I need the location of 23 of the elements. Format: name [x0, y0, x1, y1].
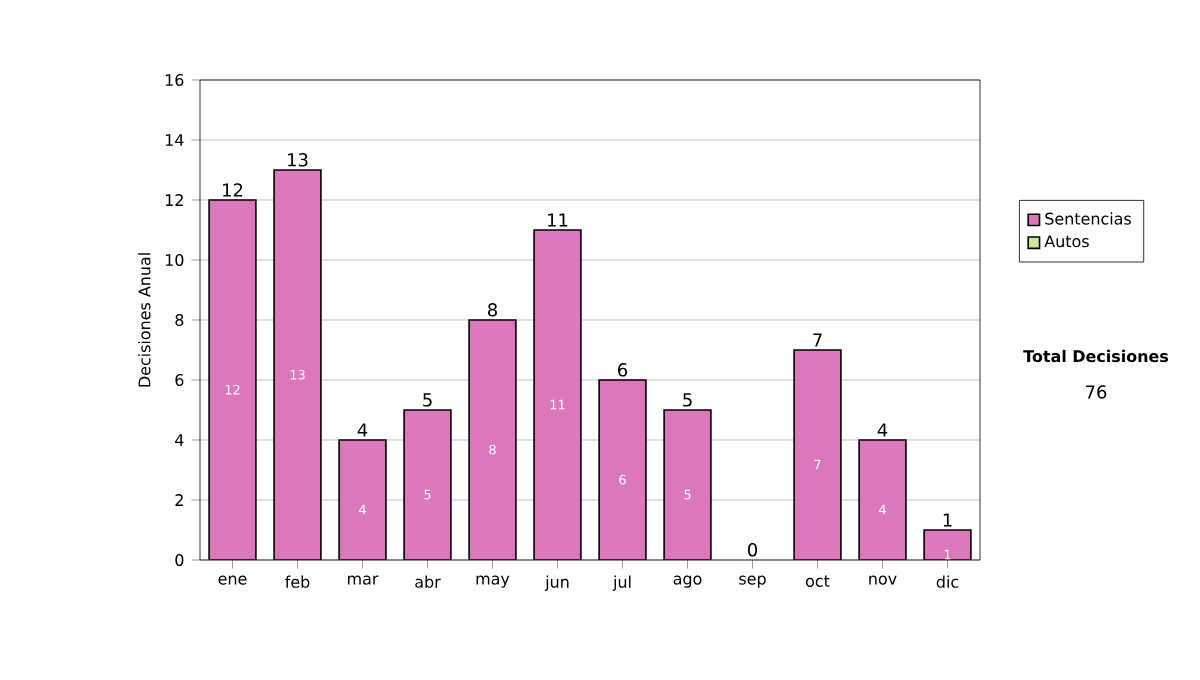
total-label: 6 — [618, 363, 628, 377]
total-label: 1 — [943, 513, 952, 527]
total-label: 7 — [813, 333, 822, 347]
total-label: 0 — [747, 543, 758, 557]
total-label: 13 — [288, 153, 308, 167]
bar — [339, 440, 386, 560]
total-label: 12 — [223, 183, 243, 197]
bar — [599, 380, 646, 560]
bar — [274, 169, 321, 560]
bar — [793, 349, 842, 560]
total-label: 8 — [488, 303, 497, 317]
bar — [469, 320, 516, 560]
total-label: 4 — [877, 423, 888, 437]
text: 76 — [1086, 385, 1107, 399]
bar — [534, 229, 581, 560]
total-label: 4 — [357, 423, 368, 437]
total-label: 11 — [548, 213, 568, 227]
total-label: 5 — [423, 393, 432, 407]
bar — [858, 439, 907, 560]
bar — [209, 199, 256, 560]
total-label: 5 — [683, 393, 692, 407]
bar — [404, 410, 451, 560]
bar — [664, 410, 711, 560]
